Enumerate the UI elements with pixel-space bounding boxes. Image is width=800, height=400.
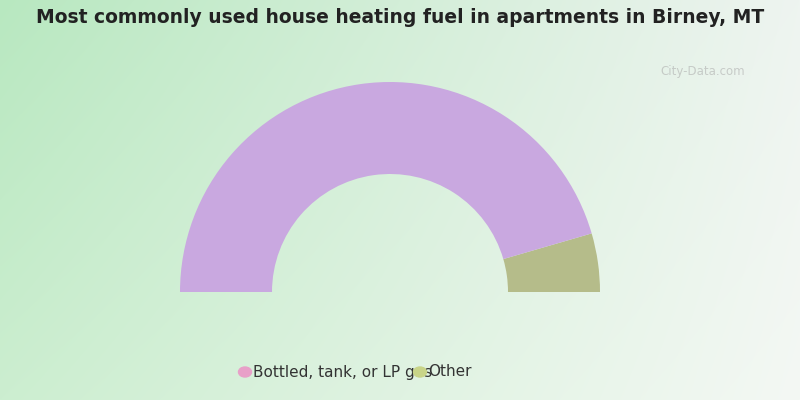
Text: City-Data.com: City-Data.com <box>660 65 745 78</box>
Text: Other: Other <box>428 364 471 380</box>
Ellipse shape <box>414 367 426 377</box>
Wedge shape <box>503 234 600 292</box>
Wedge shape <box>180 82 592 292</box>
Text: Most commonly used house heating fuel in apartments in Birney, MT: Most commonly used house heating fuel in… <box>36 8 764 27</box>
Text: Bottled, tank, or LP gas: Bottled, tank, or LP gas <box>253 364 432 380</box>
Ellipse shape <box>238 367 251 377</box>
